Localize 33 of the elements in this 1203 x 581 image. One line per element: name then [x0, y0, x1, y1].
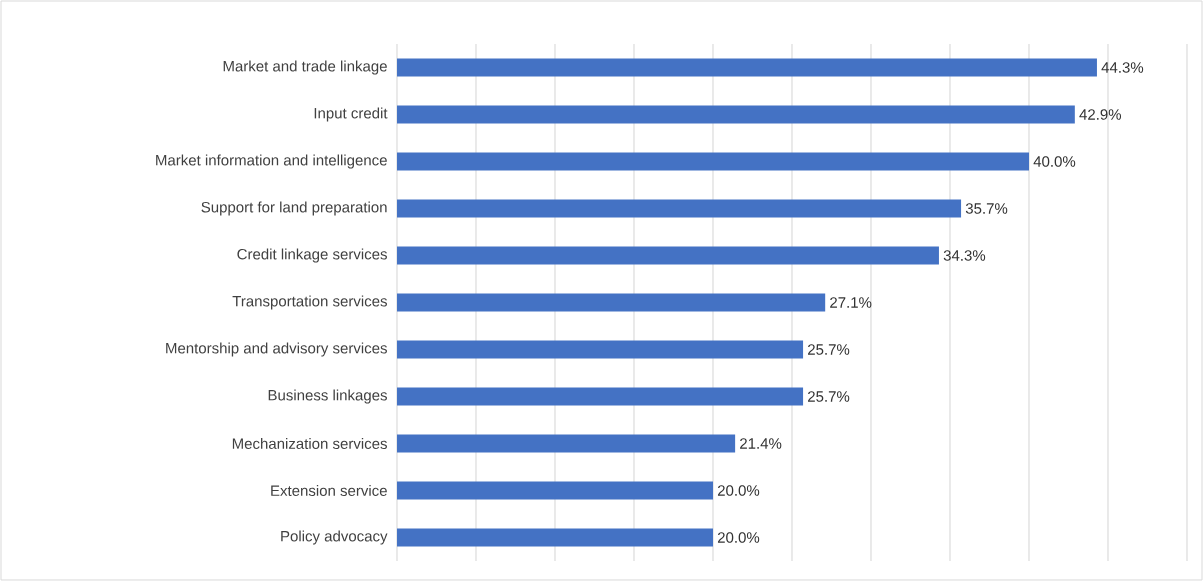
- bar: [397, 152, 1030, 171]
- data-label: 40.0%: [1033, 156, 1076, 167]
- bar: [397, 434, 736, 453]
- bar: [397, 528, 714, 547]
- y-tick-label: Market and trade linkage: [223, 60, 387, 75]
- y-tick-label: Transportation services: [232, 295, 387, 310]
- data-label: 42.9%: [1079, 109, 1122, 120]
- data-label: 25.7%: [808, 391, 850, 402]
- bar: [397, 246, 939, 265]
- bar: [397, 340, 804, 359]
- data-label: 34.3%: [943, 250, 986, 261]
- y-tick-label: Policy advocacy: [281, 530, 388, 545]
- data-label: 20.0%: [717, 532, 760, 543]
- bar: [397, 387, 804, 406]
- bar: [397, 293, 826, 312]
- y-tick-label: Extension service: [271, 484, 387, 496]
- y-tick-label: Input credit: [314, 107, 388, 122]
- data-label: 20.0%: [717, 485, 760, 496]
- y-tick-label: Mentorship and advisory services: [166, 342, 387, 357]
- bar: [397, 105, 1075, 124]
- bar: [397, 199, 962, 218]
- data-label: 27.1%: [830, 297, 872, 308]
- data-label: 25.7%: [808, 344, 850, 355]
- data-label: 21.4%: [740, 438, 782, 449]
- y-tick-label: Mechanization services: [232, 437, 387, 449]
- bar: [397, 481, 714, 500]
- y-tick-label: Support for land preparation: [201, 201, 387, 216]
- data-label: 35.7%: [965, 203, 1008, 214]
- bar: [397, 58, 1097, 77]
- y-tick-label: Credit linkage services: [237, 248, 387, 263]
- y-tick-label: Business linkages: [268, 389, 387, 404]
- y-tick-label: Market information and intelligence: [156, 154, 387, 169]
- data-label: 44.3%: [1101, 62, 1144, 73]
